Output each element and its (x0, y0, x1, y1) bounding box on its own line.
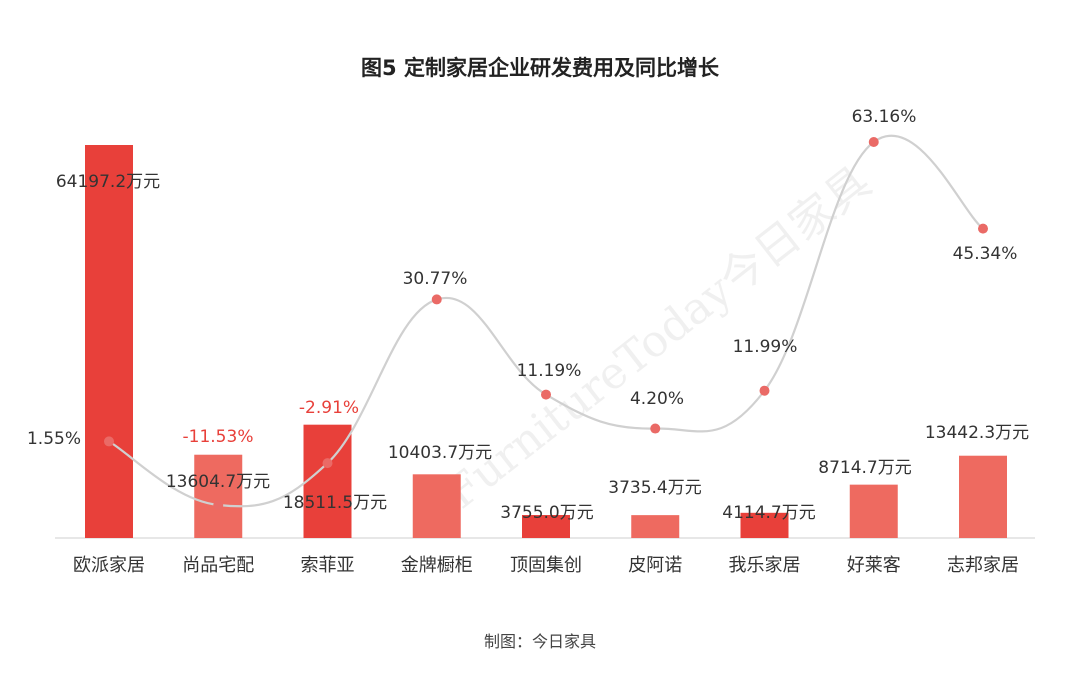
growth-line (108, 134, 984, 508)
bar-8 (849, 484, 898, 538)
bar-value-label-7: 4114.7万元 (722, 503, 815, 523)
growth-value-label-6: 4.20% (630, 389, 684, 409)
growth-value-label-7: 11.99% (733, 337, 798, 357)
bar-1 (85, 145, 133, 538)
growth-marker-6 (650, 423, 661, 434)
bar-value-label-3: 18511.5万元 (283, 493, 387, 513)
growth-marker-5 (541, 389, 551, 400)
bar-value-label-6: 3735.4万元 (608, 478, 701, 498)
x-tick-label-2: 尚品宅配 (182, 555, 254, 576)
growth-value-label-4: 30.77% (403, 269, 468, 289)
bar-2 (194, 454, 243, 538)
x-tick-label-6: 皮阿诺 (628, 555, 682, 576)
x-tick-label-8: 好莱客 (847, 555, 901, 576)
bar-6 (631, 515, 680, 538)
bar-5 (522, 515, 570, 538)
growth-value-label-3: -2.91% (299, 398, 359, 418)
x-tick-label-9: 志邦家居 (947, 555, 1019, 576)
x-tick-label-7: 我乐家居 (729, 555, 801, 576)
chart-source: 制图：今日家具 (483, 632, 596, 651)
growth-value-label-1: 1.55% (27, 429, 81, 449)
growth-value-label-2: -11.53% (183, 427, 254, 447)
bar-9 (959, 455, 1007, 538)
growth-marker-1 (104, 436, 114, 447)
x-tick-label-4: 金牌橱柜 (401, 555, 473, 576)
growth-value-label-8: 63.16% (852, 107, 917, 127)
bar-value-label-9: 13442.3万元 (925, 423, 1029, 443)
bar-value-label-5: 3755.0万元 (500, 503, 593, 523)
bar-value-label-4: 10403.7万元 (388, 443, 492, 463)
bar-value-label-2: 13604.7万元 (166, 472, 270, 492)
bar-7 (740, 512, 789, 538)
growth-marker-7 (759, 385, 770, 396)
growth-marker-4 (431, 294, 442, 305)
bar-value-label-1: 64197.2万元 (56, 172, 160, 192)
growth-marker-9 (978, 223, 988, 234)
chart-title: 图5 定制家居企业研发费用及同比增长 (361, 56, 719, 80)
x-tick-label-3: 索菲亚 (301, 555, 355, 576)
growth-value-label-5: 11.19% (517, 361, 582, 381)
bar-value-label-8: 8714.7万元 (818, 458, 911, 478)
growth-marker-8 (868, 137, 879, 147)
bar-4 (412, 474, 461, 538)
growth-value-label-9: 45.34% (953, 244, 1018, 264)
growth-marker-3 (322, 458, 333, 469)
x-tick-label-1: 欧派家居 (73, 555, 145, 576)
x-tick-label-5: 顶固集创 (510, 555, 582, 576)
growth-marker-2 (213, 500, 224, 510)
